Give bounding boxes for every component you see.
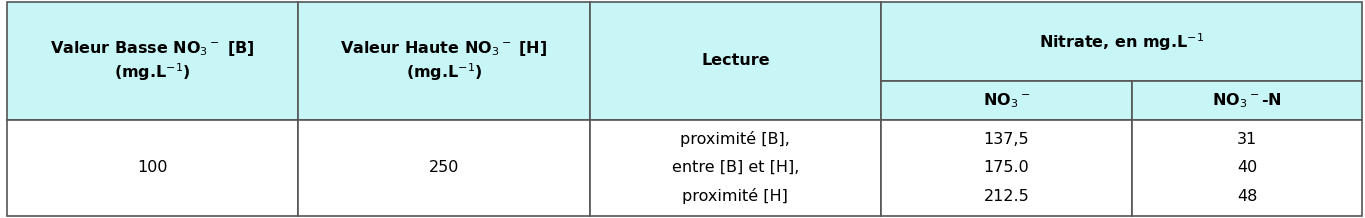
Text: 137,5: 137,5	[984, 132, 1029, 147]
Bar	[7, 120, 298, 216]
Text: 40: 40	[1237, 160, 1257, 175]
Text: proximité [B],: proximité [B],	[680, 131, 790, 147]
Bar	[880, 2, 1362, 81]
Bar	[298, 2, 590, 120]
Bar	[880, 120, 1132, 216]
Bar	[590, 2, 880, 120]
Bar	[880, 81, 1132, 120]
Bar	[1132, 81, 1362, 120]
Text: Valeur Basse NO$_3$$^-$ [B]
(mg.L$^{-1}$): Valeur Basse NO$_3$$^-$ [B] (mg.L$^{-1}$…	[51, 39, 255, 83]
Text: 48: 48	[1237, 189, 1257, 204]
Text: 212.5: 212.5	[984, 189, 1029, 204]
Text: 175.0: 175.0	[984, 160, 1029, 175]
Bar	[7, 2, 298, 120]
Bar	[1132, 120, 1362, 216]
Text: Nitrate, en mg.L$^{-1}$: Nitrate, en mg.L$^{-1}$	[1039, 31, 1204, 53]
Text: NO$_3$$^-$-N: NO$_3$$^-$-N	[1212, 91, 1282, 110]
Text: Lecture: Lecture	[702, 53, 770, 68]
Bar	[590, 120, 880, 216]
Text: 250: 250	[429, 160, 459, 175]
Text: Valeur Haute NO$_3$$^-$ [H]
(mg.L$^{-1}$): Valeur Haute NO$_3$$^-$ [H] (mg.L$^{-1}$…	[340, 39, 547, 83]
Text: proximité [H]: proximité [H]	[682, 188, 789, 204]
Text: entre [B] et [H],: entre [B] et [H],	[672, 160, 799, 175]
Text: 31: 31	[1237, 132, 1257, 147]
Text: NO$_3$$^-$: NO$_3$$^-$	[983, 91, 1031, 110]
Bar	[298, 120, 590, 216]
Text: 100: 100	[138, 160, 168, 175]
